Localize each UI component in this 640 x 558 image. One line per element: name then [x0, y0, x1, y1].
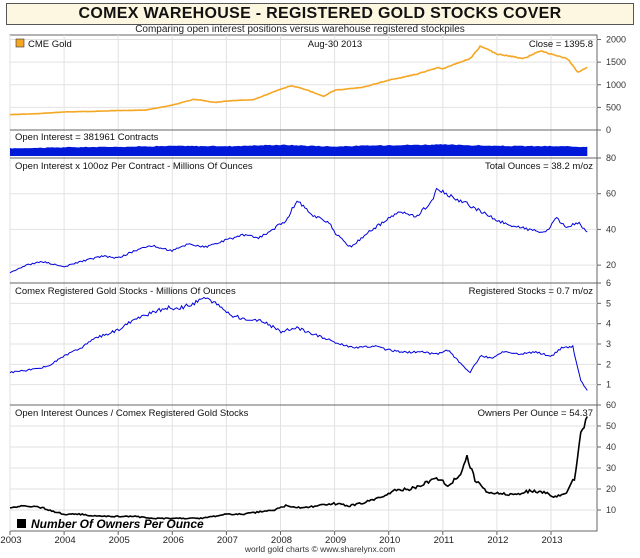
gold-legend-swatch	[15, 38, 25, 48]
registered-stocks-title: Comex Registered Gold Stocks - Millions …	[15, 286, 236, 297]
chart-title: COMEX WAREHOUSE - REGISTERED GOLD STOCKS…	[78, 5, 562, 22]
x-tick-label: 2006	[163, 535, 184, 546]
y-tick-label: 40	[606, 224, 616, 234]
y-tick-label: 30	[606, 463, 616, 473]
y-tick-label: 0	[606, 125, 611, 135]
registered-stocks-value: Registered Stocks = 0.7 m/oz	[469, 286, 594, 297]
title-box: COMEX WAREHOUSE - REGISTERED GOLD STOCKS…	[6, 3, 634, 25]
y-tick-label: 4	[606, 319, 611, 329]
y-tick-label: 1	[606, 380, 611, 390]
y-tick-label: 500	[606, 102, 621, 112]
open-interest-label: Open Interest = 381961 Contracts	[15, 132, 159, 143]
y-tick-label: 50	[606, 421, 616, 431]
y-tick-label: 80	[606, 153, 616, 163]
y-tick-label: 1500	[606, 57, 626, 67]
y-tick-label: 60	[606, 189, 616, 199]
open-interest-area	[10, 144, 588, 156]
owners-ratio-title: Open Interest Ounces / Comex Registered …	[15, 408, 249, 419]
y-tick-label: 60	[606, 400, 616, 410]
x-tick-label: 2007	[217, 535, 238, 546]
x-tick-label: 2008	[271, 535, 292, 546]
total-ounces-value: Total Ounces = 38.2 m/oz	[485, 161, 593, 172]
date-label: Aug-30 2013	[308, 39, 362, 50]
x-tick-label: 2012	[487, 535, 508, 546]
credit-text: world gold charts © www.sharelynx.com	[244, 544, 396, 554]
y-tick-label: 40	[606, 442, 616, 452]
gold-legend-label: CME Gold	[28, 39, 72, 50]
total-ounces-title: Open Interest x 100oz Per Contract - Mil…	[15, 161, 253, 172]
x-tick-label: 2004	[55, 535, 76, 546]
series-line-owners-per-ounce	[9, 416, 589, 520]
y-tick-label: 1000	[606, 80, 626, 90]
x-tick-label: 2013	[541, 535, 562, 546]
x-tick-label: 2005	[109, 535, 130, 546]
owners-legend-swatch	[17, 519, 26, 528]
y-tick-label: 2	[606, 359, 611, 369]
x-tick-label: 2010	[379, 535, 400, 546]
y-tick-label: 10	[606, 505, 616, 515]
y-tick-label: 5	[606, 298, 611, 308]
owners-ratio-value: Owners Per Ounce = 54.37	[478, 408, 593, 419]
series-line-registered-stocks	[9, 296, 588, 391]
owners-legend-label: Number Of Owners Per Ounce	[31, 517, 204, 531]
close-label: Close = 1395.8	[529, 39, 593, 50]
y-tick-label: 2000	[606, 35, 626, 45]
y-tick-label: 3	[606, 339, 611, 349]
y-tick-label: 6	[606, 278, 611, 288]
x-tick-label: 2009	[325, 535, 346, 546]
x-tick-label: 2011	[434, 535, 454, 546]
y-tick-label: 20	[606, 260, 616, 270]
series-line-total-ounces	[9, 187, 588, 274]
chart-subtitle: Comparing open interest positions versus…	[135, 24, 465, 35]
series-line-gold	[10, 44, 588, 116]
y-tick-label: 20	[606, 484, 616, 494]
x-tick-label: 2003	[0, 535, 21, 546]
